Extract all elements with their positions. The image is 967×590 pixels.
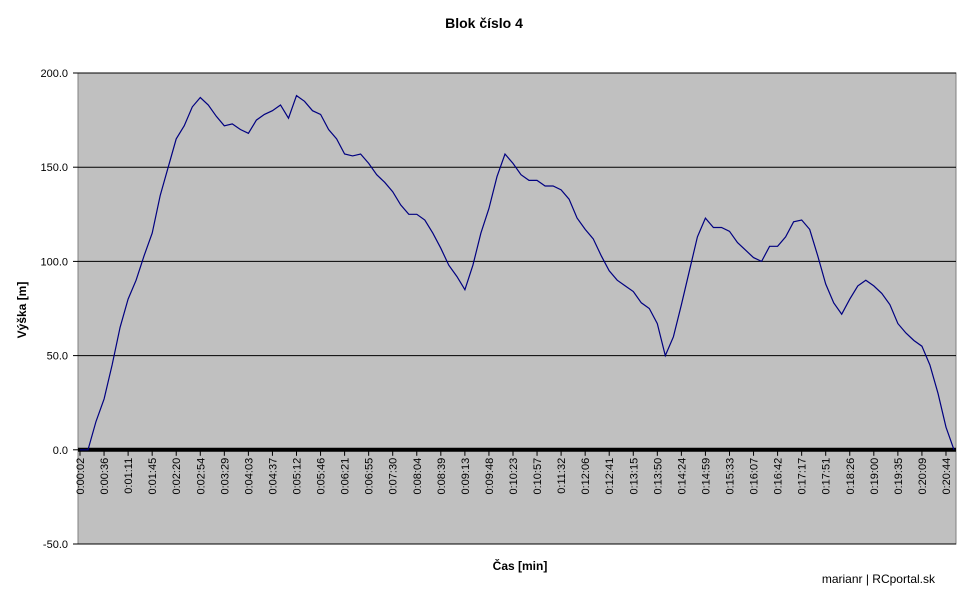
x-tick-label: 0:14:24 xyxy=(676,458,688,495)
x-tick-label: 0:15:33 xyxy=(724,458,736,495)
x-tick-label: 0:19:00 xyxy=(869,458,881,495)
x-tick-label: 0:02:20 xyxy=(171,458,183,495)
x-tick-label: 0:17:51 xyxy=(821,458,833,495)
x-tick-label: 0:09:48 xyxy=(484,458,496,495)
x-axis-title: Čas [min] xyxy=(493,558,548,573)
x-tick-label: 0:01:11 xyxy=(123,458,135,494)
x-tick-label: 0:04:37 xyxy=(267,458,279,495)
x-tick-label: 0:10:23 xyxy=(508,458,520,495)
x-tick-label: 0:09:13 xyxy=(460,458,472,495)
x-tick-label: 0:12:41 xyxy=(604,458,616,495)
x-tick-label: 0:11:32 xyxy=(556,458,568,494)
y-tick-label: -50.0 xyxy=(43,539,68,551)
x-tick-label: 0:05:46 xyxy=(316,458,328,495)
x-tick-label: 0:13:15 xyxy=(628,458,640,495)
y-tick-label: 200.0 xyxy=(40,68,68,80)
x-tick-label: 0:17:17 xyxy=(797,458,809,495)
x-tick-label: 0:06:21 xyxy=(340,458,352,495)
x-tick-label: 0:00:36 xyxy=(99,458,111,495)
y-tick-label: 150.0 xyxy=(40,162,68,174)
x-tick-label: 0:03:29 xyxy=(219,458,231,495)
x-tick-label: 0:20:09 xyxy=(917,458,929,495)
x-tick-label: 0:20:44 xyxy=(941,458,953,495)
x-tick-label: 0:02:54 xyxy=(195,458,207,495)
x-tick-label: 0:00:02 xyxy=(75,458,87,495)
x-tick-label: 0:04:03 xyxy=(243,458,255,495)
data-line xyxy=(80,94,955,451)
x-tick-label: 0:08:39 xyxy=(436,458,448,495)
x-tick-label: 0:14:59 xyxy=(700,458,712,495)
y-axis-title: Výška [m] xyxy=(15,282,29,339)
footer: marianr | RCportal.sk xyxy=(822,572,936,586)
chart-title: Blok číslo 4 xyxy=(445,15,523,31)
y-tick-label: 50.0 xyxy=(47,351,68,363)
x-tick-label: 0:10:57 xyxy=(532,458,544,495)
y-tick-label: 100.0 xyxy=(40,256,68,268)
plot-area xyxy=(77,72,957,545)
x-tick-label: 0:18:26 xyxy=(845,458,857,495)
x-tick-label: 0:13:50 xyxy=(652,458,664,495)
x-tick-label: 0:16:42 xyxy=(773,458,785,495)
x-tick-label: 0:16:07 xyxy=(749,458,761,495)
x-tick-label: 0:06:55 xyxy=(364,458,376,495)
x-tick-label: 0:12:06 xyxy=(580,458,592,495)
x-tick-label: 0:07:30 xyxy=(388,458,400,495)
x-tick-label: 0:08:04 xyxy=(412,458,424,495)
y-tick-label: 0.0 xyxy=(53,445,68,457)
x-tick-label: 0:19:35 xyxy=(893,458,905,495)
x-tick-label: 0:01:45 xyxy=(147,458,159,495)
x-tick-label: 0:05:12 xyxy=(291,458,303,495)
